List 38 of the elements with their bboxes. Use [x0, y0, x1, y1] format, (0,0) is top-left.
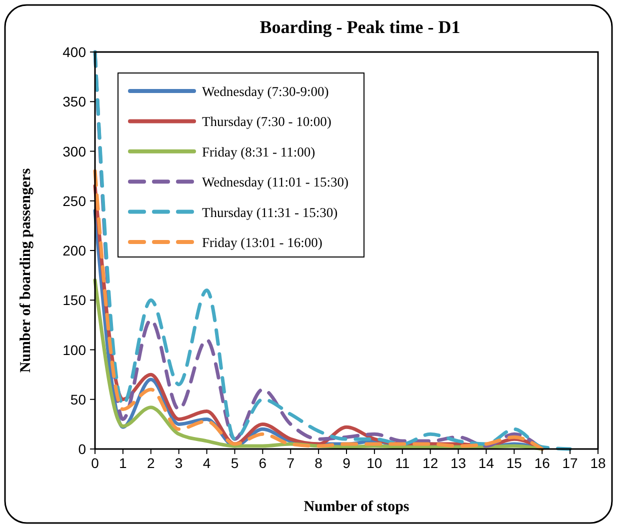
x-tick-label: 14 [478, 455, 494, 471]
x-tick-label: 3 [174, 455, 183, 471]
legend-label: Friday (13:01 - 16:00) [202, 235, 322, 250]
x-tick-label: 10 [366, 455, 382, 471]
x-tick-label: 13 [450, 455, 466, 471]
y-tick-label: 150 [62, 292, 86, 308]
x-tick-label: 5 [230, 455, 239, 471]
y-tick-label: 100 [62, 342, 86, 358]
x-tick-label: 15 [506, 455, 522, 471]
x-tick-label: 8 [314, 455, 323, 471]
legend-label: Thursday (11:31 - 15:30) [202, 204, 338, 220]
x-tick-label: 4 [202, 455, 211, 471]
x-tick-label: 18 [590, 455, 606, 471]
x-tick-label: 7 [286, 455, 295, 471]
y-tick-label: 300 [62, 143, 86, 160]
x-tick-label: 11 [395, 455, 410, 471]
x-tick-label: 16 [534, 455, 550, 471]
legend-label: Thursday (7:30 - 10:00) [202, 114, 332, 130]
y-tick-label: 200 [62, 242, 86, 258]
y-axis-title: Number of boarding passengers [18, 168, 34, 373]
x-tick-label: 6 [258, 455, 267, 471]
chart-title: Boarding - Peak time - D1 [260, 17, 460, 37]
line-series [93, 278, 544, 451]
x-tick-label: 12 [422, 455, 438, 471]
x-axis-title: Number of stops [304, 499, 410, 515]
x-tick-label: 1 [119, 455, 128, 471]
x-tick-label: 2 [146, 455, 155, 471]
x-tick-label: 9 [342, 455, 351, 471]
y-tick-label: 250 [62, 192, 86, 209]
x-tick-label: 17 [562, 455, 578, 471]
legend-label: Wednesday (11:01 - 15:30) [202, 174, 349, 190]
x-tick-label: 0 [91, 455, 100, 471]
y-tick-label: 350 [62, 94, 86, 110]
legend-label: Friday (8:31 - 11:00) [202, 144, 316, 160]
y-tick-label: 50 [70, 391, 86, 408]
y-tick-label: 0 [78, 441, 86, 457]
y-tick-label: 400 [62, 44, 86, 60]
legend-label: Wednesday (7:30-9:00) [202, 84, 329, 99]
